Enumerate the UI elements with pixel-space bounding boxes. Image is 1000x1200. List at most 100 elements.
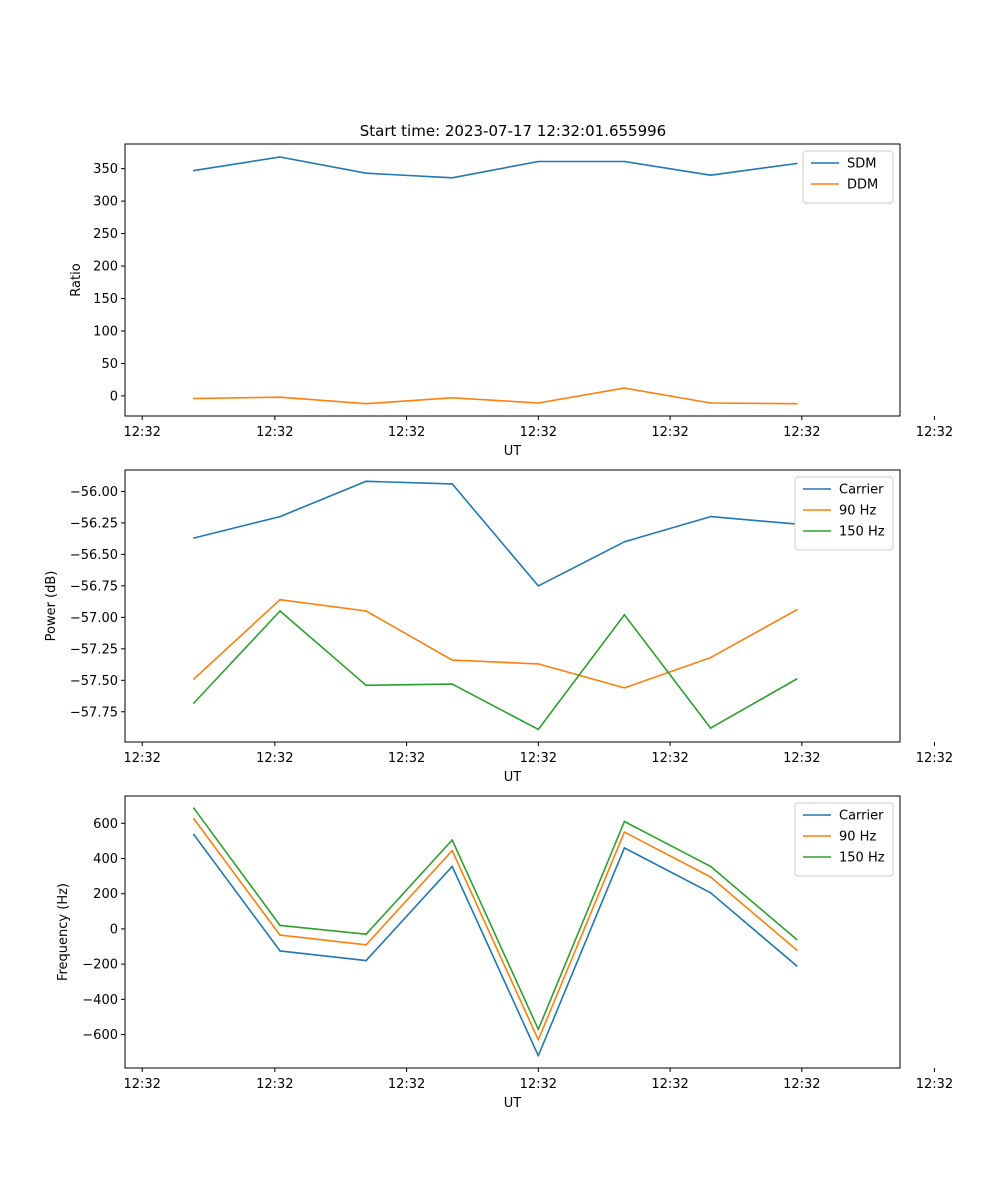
ratio-data-point — [537, 160, 540, 163]
frequency-x-tick-label: 12:32 — [651, 1077, 688, 1092]
power-axes-frame — [124, 469, 901, 743]
frequency-data-point — [451, 865, 454, 868]
frequency-axes-frame — [124, 795, 901, 1069]
frequency-y-tick-label: −600 — [82, 1028, 118, 1043]
power-data-point — [279, 610, 281, 612]
ratio-y-tick-label: 200 — [93, 260, 118, 275]
power-y-tick-label: −56.50 — [70, 548, 118, 563]
frequency-legend-label: 90 Hz — [839, 830, 876, 845]
ratio-data-point — [451, 396, 454, 399]
ratio-data-point — [537, 402, 540, 404]
frequency-y-tick-label: 200 — [93, 887, 118, 902]
power-y-tick-label: −56.00 — [70, 485, 118, 500]
frequency-data-point — [623, 820, 626, 823]
power-x-tick-label: 12:32 — [916, 751, 953, 766]
power-series-90-hz-line — [193, 598, 798, 689]
frequency-x-tick-label: 12:32 — [520, 1077, 557, 1092]
ratio-data-point — [193, 169, 195, 172]
power-y-tick-label: −56.25 — [70, 516, 118, 531]
frequency-data-point — [365, 959, 367, 962]
ratio-y-tick-label: 50 — [101, 357, 118, 372]
frequency-data-point — [365, 933, 367, 936]
power-series-150-hz-line — [193, 610, 798, 731]
ratio-chart-panel: 12:32 12:32 12:32 12:32 12:32 12:32 12:32 0 50 10… — [69, 143, 953, 459]
power-data-point — [365, 684, 367, 687]
frequency-y-tick-label: 600 — [93, 817, 118, 832]
power-x-tick-label: 12:32 — [123, 751, 160, 766]
frequency-data-point — [795, 938, 798, 941]
frequency-series-90-hz-line — [193, 818, 798, 1041]
frequency-data-point — [537, 1028, 540, 1031]
ratio-x-tick-label: 12:32 — [123, 425, 160, 440]
power-y-tick-label: −57.50 — [70, 674, 118, 689]
frequency-data-point — [795, 965, 798, 967]
power-data-point — [193, 537, 195, 539]
ratio-y-tick-label: 250 — [93, 227, 118, 242]
frequency-data-point — [795, 949, 798, 951]
frequency-data-point — [623, 847, 626, 849]
frequency-data-point — [709, 891, 712, 894]
power-data-point — [537, 728, 540, 731]
ratio-x-tick-label: 12:32 — [256, 425, 293, 440]
ratio-legend: SDM DDM — [802, 150, 894, 204]
frequency-y-axis-label: Frequency (Hz) — [56, 883, 71, 981]
frequency-data-point — [193, 818, 195, 820]
frequency-series-carrier-line — [193, 834, 798, 1057]
power-data-point — [451, 483, 454, 485]
power-data-point — [279, 515, 281, 518]
ratio-data-point — [279, 396, 281, 399]
ratio-data-point — [279, 156, 281, 158]
power-data-point — [365, 480, 367, 483]
ratio-x-tick-label: 12:32 — [783, 425, 820, 440]
ratio-data-point — [623, 387, 626, 389]
power-data-point — [795, 678, 798, 680]
ratio-data-point — [709, 402, 712, 404]
ratio-data-point — [193, 397, 195, 400]
frequency-x-tick-label: 12:32 — [388, 1077, 425, 1092]
frequency-x-tick-label: 12:32 — [123, 1077, 160, 1092]
power-data-point — [623, 613, 626, 616]
power-x-tick-label: 12:32 — [520, 751, 557, 766]
power-x-tick-label: 12:32 — [651, 751, 688, 766]
power-data-point — [623, 687, 626, 689]
frequency-legend-label: 150 Hz — [839, 851, 885, 866]
power-data-point — [451, 659, 454, 661]
frequency-data-point — [193, 833, 195, 836]
power-x-tick-label: 12:32 — [388, 751, 425, 766]
power-y-tick-label: −57.00 — [70, 611, 118, 626]
frequency-x-tick-label: 12:32 — [783, 1077, 820, 1092]
ratio-x-tick-label: 12:32 — [916, 425, 953, 440]
ratio-series-sdm-line — [193, 156, 797, 179]
power-data-point — [709, 515, 712, 518]
power-series-carrier-line — [193, 480, 797, 587]
power-data-point — [709, 727, 712, 729]
ratio-data-point — [709, 174, 712, 177]
power-data-point — [193, 702, 195, 704]
power-legend-label: 150 Hz — [839, 525, 885, 540]
ratio-data-point — [795, 162, 798, 165]
figure-title: Start time: 2023-07-17 12:32:01.655996 — [360, 122, 666, 140]
frequency-x-tick-label: 12:32 — [916, 1077, 953, 1092]
power-data-point — [537, 585, 540, 587]
ratio-legend-box — [802, 150, 894, 204]
ratio-y-tick-label: 100 — [93, 324, 118, 339]
ratio-data-point — [365, 402, 367, 405]
power-x-tick-label: 12:32 — [256, 751, 293, 766]
ratio-x-tick-label: 12:32 — [651, 425, 688, 440]
ratio-y-tick-label: 300 — [93, 195, 118, 210]
ratio-legend-label: SDM — [847, 157, 876, 172]
frequency-data-point — [709, 865, 712, 868]
frequency-data-point — [709, 876, 712, 878]
ratio-data-point — [795, 402, 798, 405]
frequency-chart-panel: 12:32 12:32 12:32 12:32 12:32 12:32 12:32 −600 −… — [56, 795, 953, 1111]
power-data-point — [537, 663, 540, 665]
frequency-data-point — [365, 943, 367, 946]
frequency-data-point — [193, 807, 195, 810]
power-x-axis-label: UT — [504, 770, 522, 785]
frequency-series-150-hz-line — [193, 807, 798, 1031]
frequency-x-tick-label: 12:32 — [256, 1077, 293, 1092]
ratio-legend-label: DDM — [847, 178, 878, 193]
power-legend: Carrier 90 Hz 150 Hz — [794, 476, 894, 551]
power-data-point — [795, 608, 798, 611]
